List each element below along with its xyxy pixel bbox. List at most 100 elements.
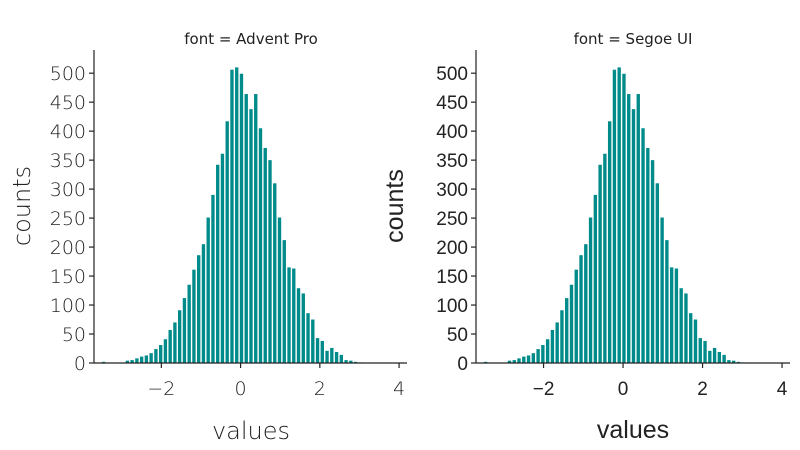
- histogram-bar: [665, 240, 669, 363]
- y-tick-label: 200: [50, 237, 86, 259]
- histogram-bar: [130, 360, 134, 363]
- histogram-bar: [631, 109, 636, 364]
- histogram-bar: [698, 338, 702, 363]
- histogram-bar: [674, 268, 679, 363]
- x-tick-label: 0: [618, 379, 629, 400]
- histogram-bar: [268, 160, 272, 363]
- histogram-bar: [315, 338, 320, 363]
- histogram-bar: [139, 356, 144, 363]
- histogram-bars: [101, 67, 363, 364]
- x-ticks: −2 0 2 4: [533, 363, 788, 400]
- panel-title: font = Advent Pro: [184, 30, 318, 48]
- histogram-bar: [296, 288, 301, 363]
- y-tick-label: 0: [457, 354, 468, 375]
- y-tick-label: 250: [436, 209, 468, 230]
- histogram-bar: [258, 128, 263, 363]
- histogram-bar: [125, 360, 130, 363]
- histogram-bar: [287, 267, 291, 363]
- histogram-bar: [282, 240, 286, 363]
- histogram-bar: [339, 354, 343, 363]
- y-tick-label: 50: [447, 325, 468, 346]
- histogram-bar: [187, 284, 191, 363]
- histogram-bar: [239, 73, 244, 363]
- histogram-bar: [526, 355, 531, 363]
- histogram-bar: [230, 69, 234, 364]
- y-tick-label: 450: [436, 93, 468, 114]
- y-tick-label: 500: [50, 63, 86, 85]
- histogram-bar: [731, 360, 736, 363]
- histogram-bar: [603, 153, 607, 363]
- y-tick-label: 100: [436, 296, 468, 317]
- y-tick-label: 300: [50, 179, 86, 201]
- histogram-bar: [598, 164, 602, 363]
- histogram-bar: [617, 67, 621, 363]
- histogram-bar: [693, 319, 698, 363]
- histogram-bar: [560, 310, 564, 363]
- x-tick-label: 2: [314, 378, 326, 400]
- histogram-bar: [277, 217, 282, 363]
- y-tick-label: 350: [436, 151, 468, 172]
- histogram-bar: [197, 255, 201, 363]
- histogram-bar: [689, 313, 693, 363]
- x-axis-label: values: [597, 416, 669, 444]
- y-tick-label: 250: [50, 208, 86, 230]
- histogram-bar: [522, 356, 526, 363]
- y-tick-label: 50: [62, 324, 86, 346]
- histogram-bar: [636, 94, 640, 364]
- histogram-bar: [569, 284, 574, 363]
- y-tick-label: 150: [50, 266, 86, 288]
- y-tick-label: 300: [436, 180, 468, 201]
- x-tick-label: −2: [533, 379, 555, 400]
- y-tick-label: 350: [50, 150, 86, 172]
- histogram-bar: [249, 109, 253, 364]
- histogram-bar: [717, 351, 722, 363]
- y-tick-label: 0: [74, 353, 86, 375]
- y-axis-label: counts: [381, 169, 409, 243]
- histogram-bar: [344, 360, 348, 363]
- y-tick-label: 400: [436, 122, 468, 143]
- histogram-bar: [627, 94, 631, 364]
- histogram-bar: [555, 322, 559, 363]
- histogram-bar: [306, 313, 310, 363]
- histogram-bar: [579, 255, 583, 363]
- histogram-bar: [182, 298, 187, 363]
- y-ticks: 0 50 100 150 200 250 300 350 400 450 500: [50, 63, 94, 375]
- histogram-bar: [173, 322, 177, 363]
- panel-title: font = Segoe UI: [574, 30, 693, 48]
- histogram-bar: [703, 340, 707, 363]
- histogram-bar: [722, 354, 726, 363]
- histogram-bar: [334, 351, 339, 363]
- histogram-bar: [192, 269, 196, 363]
- histogram-bar: [531, 353, 536, 363]
- histogram-bar: [220, 153, 225, 363]
- histogram-bar: [536, 349, 540, 363]
- y-tick-label: 150: [436, 267, 468, 288]
- y-tick-label: 200: [436, 238, 468, 259]
- histogram-bar: [612, 69, 617, 364]
- y-ticks: 0 50 100 150 200 250 300 350 400 450 500: [436, 64, 476, 375]
- x-tick-label: 4: [393, 378, 405, 400]
- histogram-bar: [545, 339, 550, 363]
- histogram-bar: [593, 194, 598, 363]
- histogram-bar: [206, 217, 210, 363]
- histogram-bar: [541, 345, 545, 363]
- histogram-bar: [301, 293, 305, 363]
- histogram-bar: [584, 244, 588, 363]
- histogram-bar: [565, 298, 569, 363]
- histogram-bar: [244, 94, 248, 364]
- histogram-bar: [163, 339, 168, 363]
- y-tick-label: 100: [50, 295, 86, 317]
- histogram-bar: [149, 353, 153, 363]
- histogram-bar: [325, 350, 329, 363]
- histogram-bar: [292, 268, 296, 363]
- histogram-bar: [574, 269, 578, 363]
- histogram-bar: [588, 217, 593, 363]
- histogram-bar: [646, 147, 650, 363]
- histogram-bar: [158, 345, 163, 363]
- panel-segoe-ui: font = Segoe UI 0 50 100 150 200 250 300 350 400…: [381, 30, 790, 444]
- histogram-bar: [512, 360, 516, 363]
- histogram-bar: [311, 319, 315, 363]
- histogram-bar: [263, 147, 267, 363]
- histogram-bar: [320, 340, 324, 363]
